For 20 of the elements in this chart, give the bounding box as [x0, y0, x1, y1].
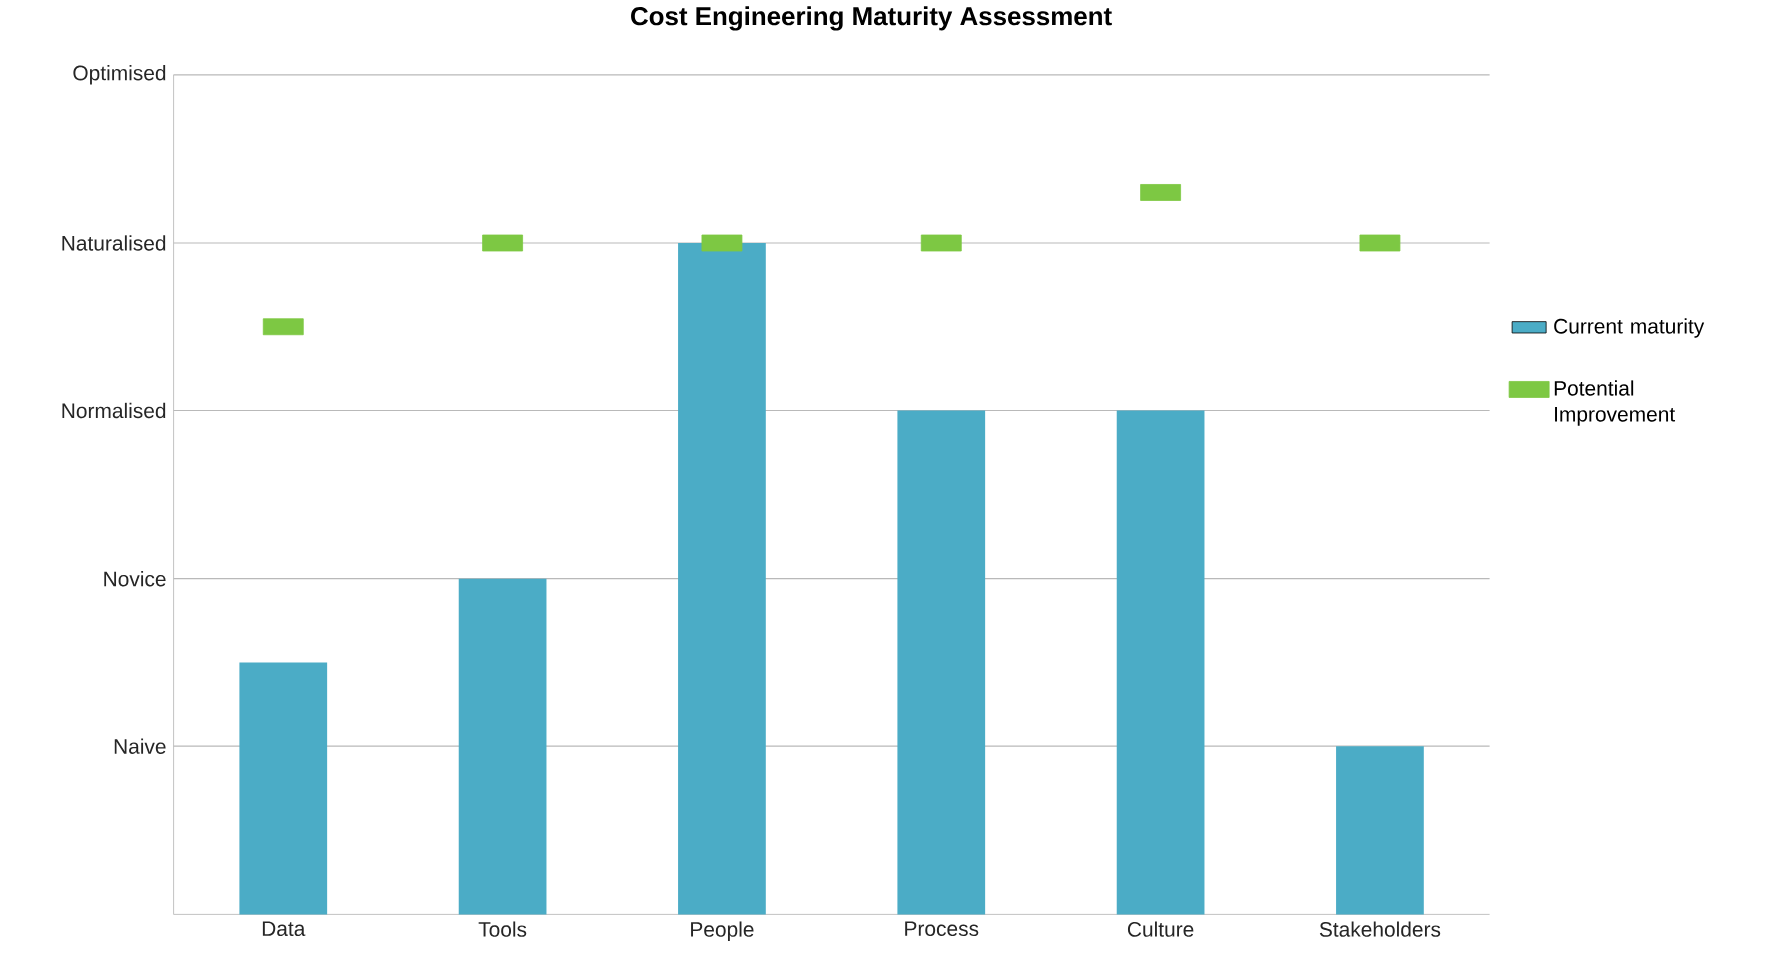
- ref-line-label: Naive: [114, 738, 166, 754]
- bar: [458, 578, 547, 915]
- ref-line-label: Novice: [104, 571, 166, 587]
- x-tick-label: Data: [262, 921, 306, 937]
- bar: [239, 662, 328, 915]
- ref-line-label: Normalised: [62, 402, 166, 419]
- x-tick-label: Stakeholders: [1319, 921, 1441, 937]
- x-tick-label: Process: [905, 921, 979, 937]
- bar: [678, 243, 766, 915]
- bar: [1116, 410, 1205, 915]
- x-tick-label: Culture: [1127, 921, 1194, 937]
- ref-line-label: Optimised: [73, 65, 166, 85]
- x-tick-label: Tools: [478, 921, 527, 937]
- legend-label: Potential Improvement: [1554, 380, 1676, 426]
- ref-line-label: Naturalised: [62, 235, 166, 251]
- bar: [897, 410, 986, 915]
- x-tick-label: People: [691, 921, 754, 941]
- bar: [1336, 746, 1424, 915]
- legend-label: Current maturity: [1554, 318, 1705, 338]
- chart-title: Cost Engineering Maturity Assessment: [631, 6, 1112, 31]
